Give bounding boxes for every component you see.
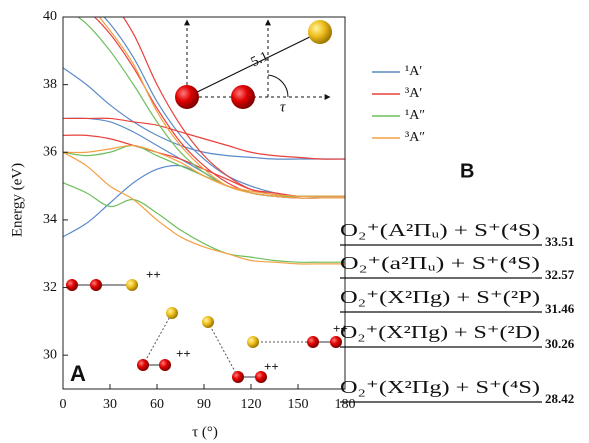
x-tick-label: 30 [103,397,117,412]
angle-label: τ [280,99,286,115]
oxygen [159,359,171,371]
y-tick-label: 34 [43,212,57,227]
oxygen [330,336,342,348]
sulfur [126,279,138,291]
sulfur [202,316,214,328]
bond-length: 5.1 [249,49,271,70]
oxygen [255,371,267,383]
oxygen [175,85,199,109]
y-tick-label: 36 [43,144,57,159]
curve [103,17,345,198]
x-tick-label: 60 [150,397,164,412]
y-tick-label: 38 [43,77,57,92]
legend-label: ³A′ [405,86,422,101]
charge: ++ [146,267,161,282]
x-tick-label: 120 [241,397,262,412]
asymptote-value: 31.46 [545,301,575,316]
asymptote-label: O₂⁺(X²Πg) + S⁺(²P) [340,287,540,308]
sulfur [247,336,259,348]
panel-label: A [70,361,86,386]
curve [63,182,345,263]
oxygen [307,336,319,348]
asymptote-label: O₂⁺(X²Πg) + S⁺(⁴S) [340,377,540,398]
curve [122,17,345,197]
asymptote-value: 30.26 [545,336,575,351]
curve [63,144,345,198]
curve [63,151,345,265]
curve [63,117,345,160]
sulfur [166,307,178,319]
oxygen [232,371,244,383]
x-tick-label: 0 [60,397,67,412]
oxygen [137,359,149,371]
curve [93,17,345,199]
curve [63,67,345,160]
bond [142,312,173,366]
x-tick-label: 90 [197,397,211,412]
bond [207,321,239,378]
asymptote-value: 28.42 [545,391,574,406]
charge: ++ [333,321,348,336]
y-tick-label: 30 [43,347,57,362]
asymptote-label: O₂⁺(X²Πg) + S⁺(²D) [340,322,540,343]
panel-label: B [460,160,474,182]
curves [63,17,345,265]
x-tick-label: 150 [288,397,309,412]
legend-label: ¹A″ [405,108,425,123]
angle-arc [267,74,289,98]
legend-label: ³A″ [405,130,425,145]
legend-label: ¹A′ [405,64,422,79]
charge: ++ [264,359,279,374]
y-tick-label: 40 [43,9,57,24]
curve [63,144,345,197]
inset: 5.1 τ [175,19,332,115]
plot-frame [62,16,346,390]
asymptote-value: 33.51 [545,234,574,249]
asymptote-label: O₂⁺(a²Πᵤ) + S⁺(⁴S) [340,253,540,274]
oxygen [66,279,78,291]
y-tick-label: 32 [43,280,57,295]
curve [98,17,345,199]
x-tick-label: 180 [335,397,356,412]
asymptote-value: 32.57 [545,267,575,282]
fragments: ++ ++ ++ ++ [66,267,348,383]
x-axis-label: τ (°) [192,424,218,440]
charge: ++ [176,346,191,361]
bond [186,31,321,98]
sulfur [308,20,332,44]
oxygen [231,85,255,109]
y-axis-label: Energy (eV) [9,163,25,237]
asymptote-label: O₂⁺(A²Πᵤ) + S⁺(⁴S) [340,220,540,241]
oxygen [90,279,102,291]
